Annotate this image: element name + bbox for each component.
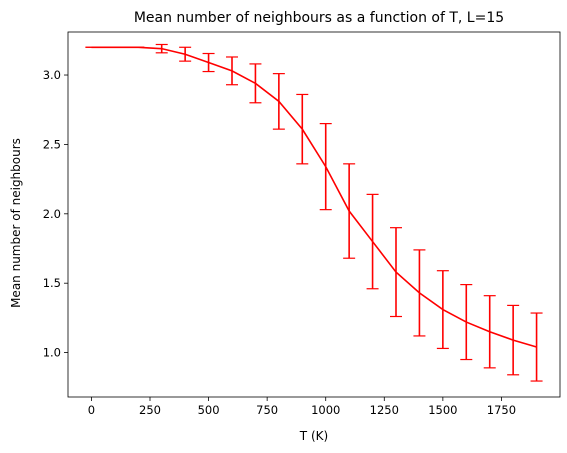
y-tick-label: 2.0	[43, 207, 61, 221]
error-bar	[483, 295, 496, 369]
plot-frame	[67, 31, 561, 398]
y-axis-ticks: 1.0 1.5 2.0 2.5 3.0	[43, 68, 68, 360]
x-tick-label: 0	[88, 403, 95, 417]
error-bar	[272, 73, 285, 130]
x-axis-ticks: 0 250 500 750 1000 1250 1500 1750	[88, 397, 516, 417]
y-tick-label: 1.0	[43, 346, 61, 360]
error-bar	[366, 193, 379, 290]
error-bar	[436, 270, 449, 350]
error-bar	[155, 43, 168, 54]
y-tick-label: 1.5	[43, 276, 61, 290]
series-line	[91, 46, 537, 348]
error-bar	[460, 283, 473, 361]
error-bar	[413, 249, 426, 337]
x-tick-label: 1000	[311, 403, 340, 417]
error-bar	[390, 227, 402, 318]
error-bar	[319, 122, 332, 211]
x-axis-label: T (K)	[299, 429, 328, 443]
error-bar	[226, 56, 238, 86]
error-bar	[202, 52, 215, 73]
x-tick-label: 250	[139, 403, 161, 417]
error-bar	[296, 93, 309, 165]
chart-title: Mean number of neighbours as a function …	[134, 10, 504, 26]
x-tick-label: 1500	[428, 403, 457, 417]
x-tick-label: 1250	[370, 403, 399, 417]
error-bar	[530, 312, 543, 382]
y-tick-label: 2.5	[43, 137, 61, 151]
x-tick-label: 1750	[487, 403, 516, 417]
x-tick-label: 750	[256, 403, 278, 417]
y-tick-label: 3.0	[43, 68, 61, 82]
x-tick-label: 500	[198, 403, 220, 417]
error-bar	[507, 304, 520, 376]
plot-series	[85, 43, 543, 382]
error-bar	[179, 46, 192, 62]
error-bar	[249, 63, 262, 104]
error-bar	[343, 163, 356, 259]
y-axis-label: Mean number of neighbours	[9, 138, 23, 308]
